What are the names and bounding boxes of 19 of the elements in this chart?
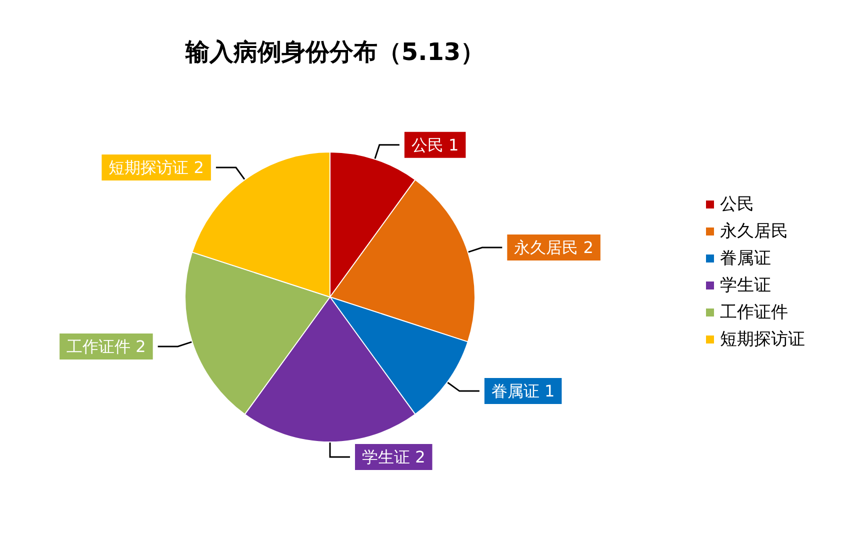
slice-label: 短期探访证: [108, 158, 189, 178]
legend-label: 工作证件: [720, 302, 788, 322]
slice-label: 公民: [411, 135, 444, 154]
legend-label: 学生证: [720, 276, 771, 296]
legend-label: 短期探访证: [720, 330, 805, 350]
data-label: 2: [583, 238, 594, 258]
legend-label: 永久居民: [720, 222, 788, 242]
data-label: 2: [136, 336, 146, 356]
data-label: 1: [448, 135, 459, 154]
data-label: 2: [415, 448, 426, 466]
legend-label: 公民: [720, 194, 754, 214]
legend-label: 眷属证: [720, 248, 771, 268]
data-label: 2: [194, 158, 204, 178]
data-label: 1: [544, 382, 555, 401]
slice-label: 工作证件: [66, 336, 131, 356]
slice-label: 眷属证: [491, 382, 540, 401]
slice-label: 永久居民: [514, 238, 578, 258]
chart-title: 输入病例身份分布（5.13）: [184, 38, 485, 66]
slice-label: 学生证: [362, 448, 410, 466]
